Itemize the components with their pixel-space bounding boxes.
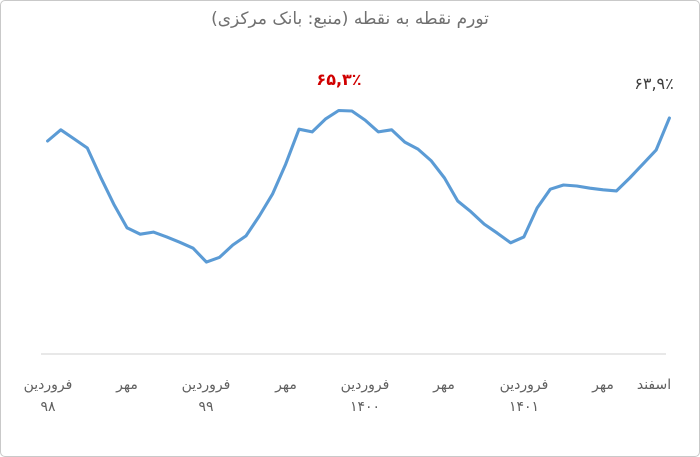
x-tick: فروردین ۹۸ (1, 375, 98, 420)
latest-value-annotation: ۶۳,۹٪ (634, 74, 674, 93)
x-tick-month-label: اسفند (636, 377, 672, 393)
x-tick: اسفند (604, 375, 699, 400)
peak-value-annotation: ۶۵,۳٪ (316, 70, 362, 89)
x-tick-month-label: مهر (433, 377, 455, 393)
x-tick: فروردین ۱۴۰۱ (474, 375, 574, 420)
x-tick: فروردین ۱۴۰۰ (315, 375, 415, 420)
x-tick-month-label: مهر (592, 377, 614, 393)
x-tick-year-label: ۱۴۰۰ (349, 399, 381, 415)
x-tick-month-label: مهر (275, 377, 297, 393)
x-tick-year-label: ۱۴۰۱ (508, 399, 540, 415)
x-tick: مهر (77, 375, 177, 400)
inflation-line (46, 108, 671, 264)
x-tick-month-label: فروردین (340, 377, 390, 393)
chart-title: تورم نقطه به نقطه (منبع: بانک مرکزی) (211, 9, 489, 29)
x-tick: فروردین ۹۹ (156, 375, 256, 420)
x-tick-year-label: ۹۹ (198, 399, 214, 415)
x-tick-month-label: مهر (116, 377, 138, 393)
x-tick-month-label: فروردین (23, 377, 73, 393)
x-tick-month-label: فروردین (499, 377, 549, 393)
x-tick: مهر (553, 375, 653, 400)
x-tick: مهر (394, 375, 494, 400)
x-tick: مهر (236, 375, 336, 400)
x-tick-year-label: ۹۸ (40, 399, 56, 415)
x-tick-month-label: فروردین (181, 377, 231, 393)
